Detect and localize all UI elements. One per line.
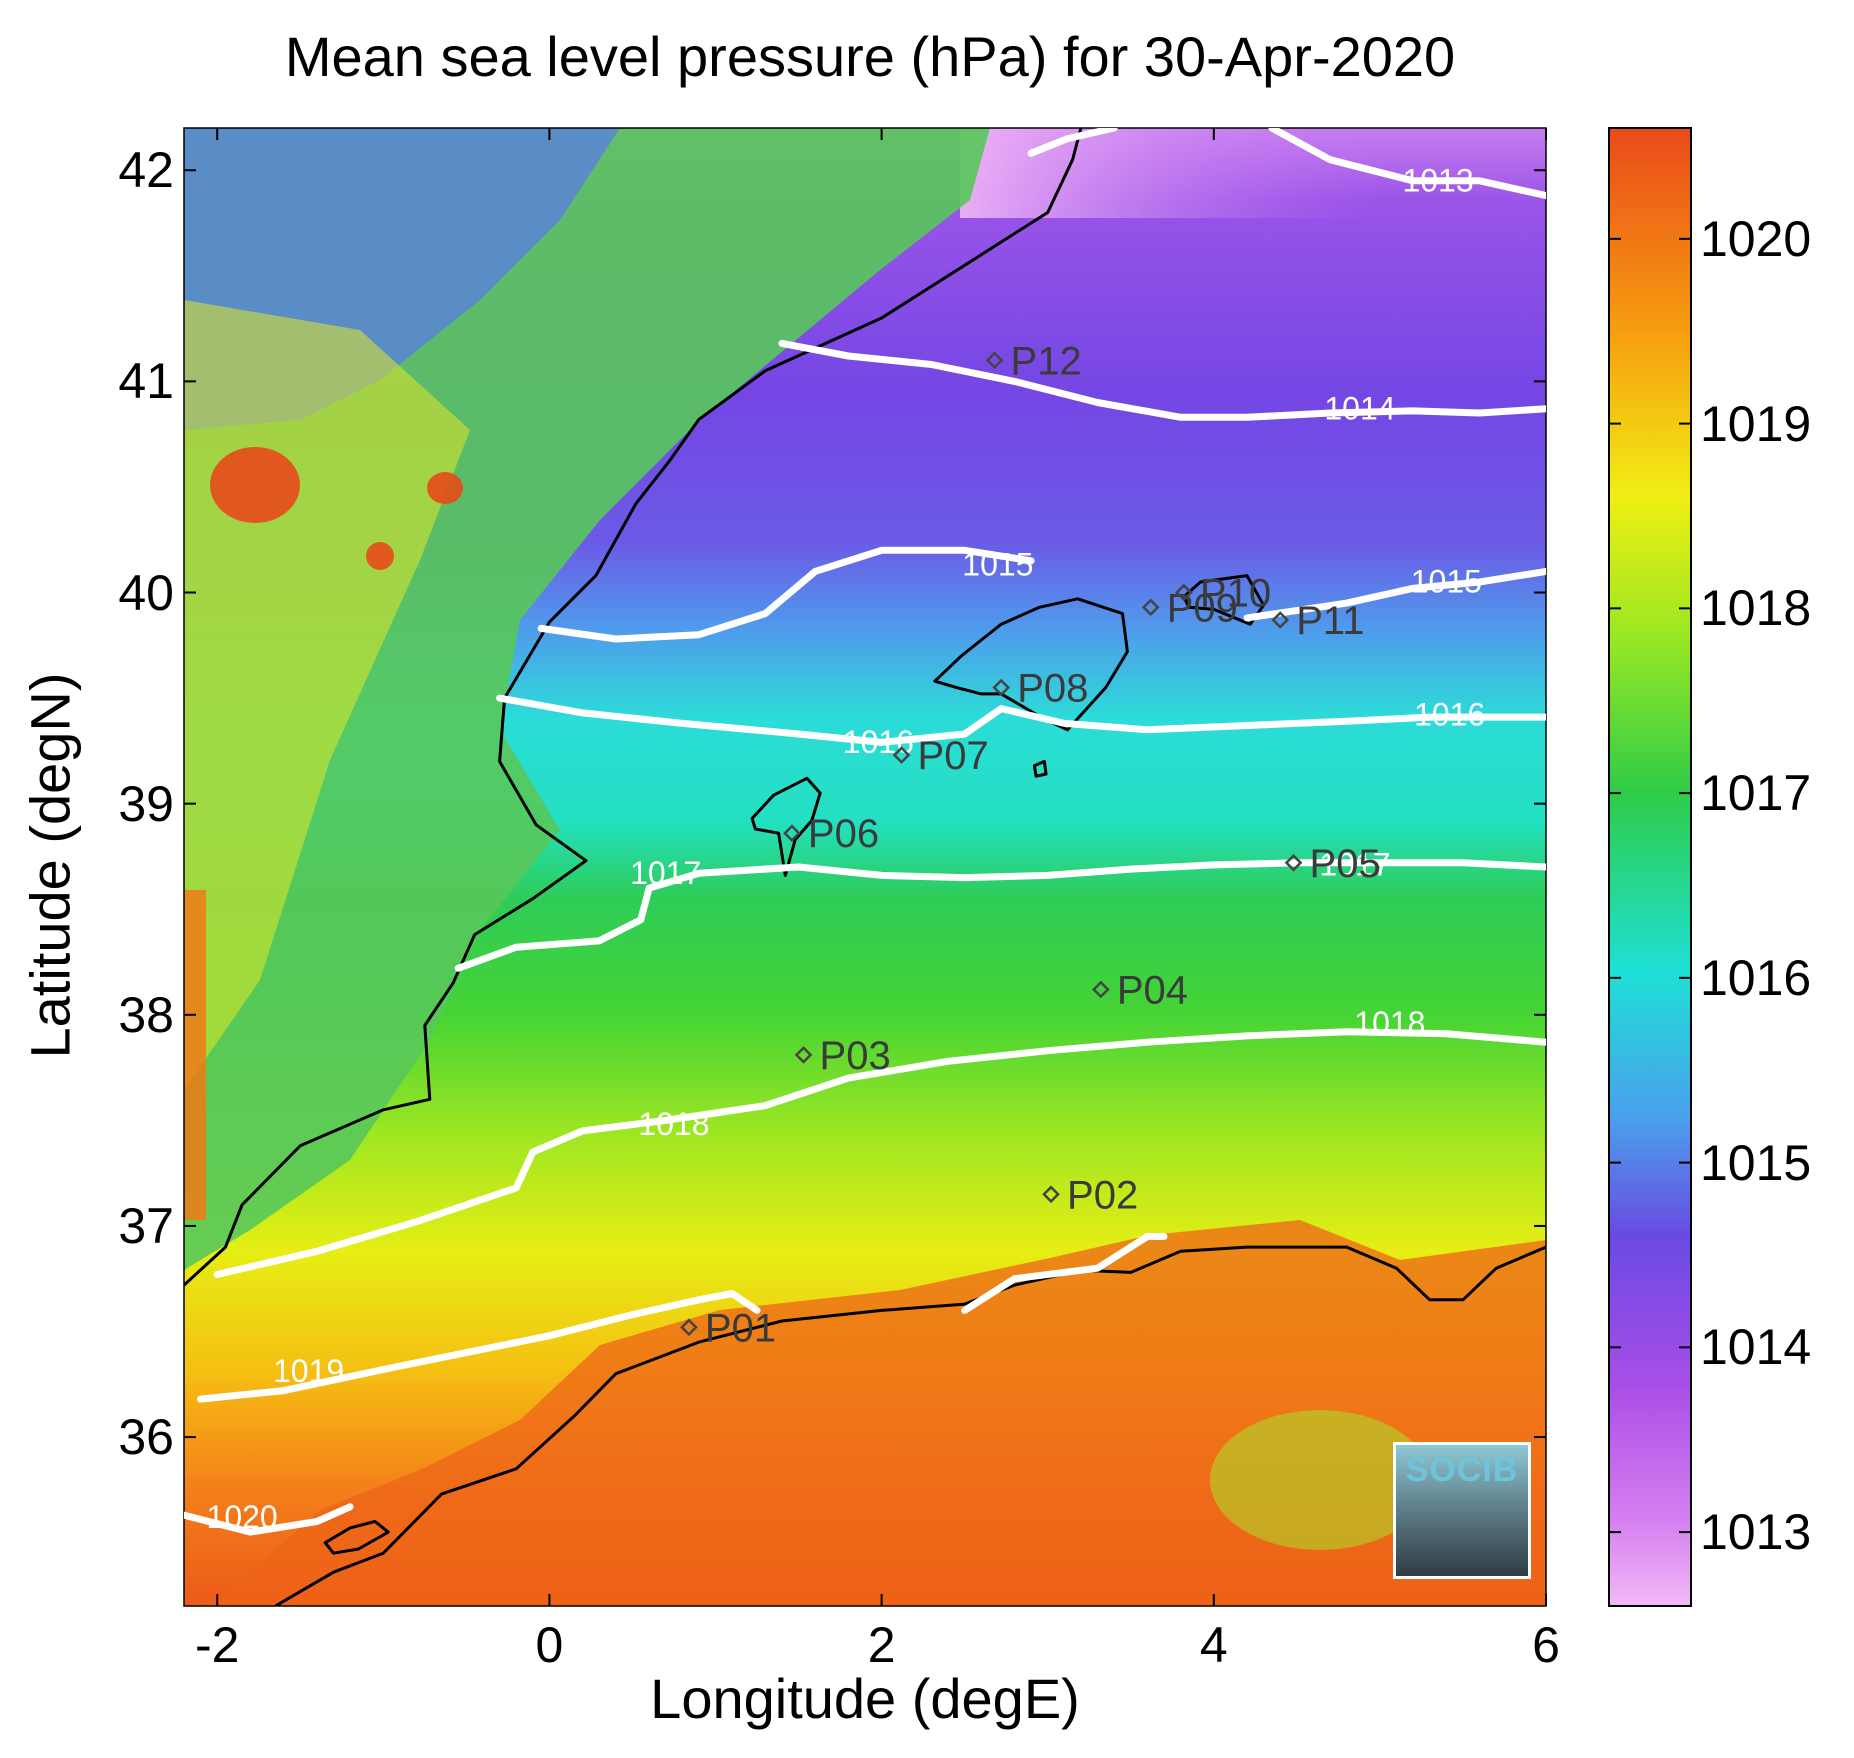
station-marker (680, 1318, 698, 1337)
isobar-1013 (1027, 128, 1118, 157)
y-tick-label: 41 (118, 353, 174, 410)
colorbar-tick-label: 1018 (1700, 580, 1812, 637)
station-label: P06 (808, 812, 879, 856)
isobar-label: 1016 (1414, 697, 1485, 733)
isobar-label: 1016 (843, 724, 914, 760)
isobar-label: 1018 (638, 1106, 709, 1142)
isobar-label: 1015 (962, 547, 1033, 583)
colorbar-tick-label: 1015 (1700, 1134, 1812, 1191)
colorbar-tick-label: 1016 (1700, 949, 1812, 1006)
station-marker (794, 1046, 813, 1064)
colorbar (1608, 127, 1692, 1607)
isobar-1016 (496, 694, 1546, 746)
coastline-mallorca (933, 597, 1129, 732)
y-tick-label: 39 (118, 775, 174, 832)
y-tick-label: 40 (118, 564, 174, 621)
coastline-alboran (323, 1520, 390, 1555)
isobar-1018 (213, 1028, 1546, 1278)
colorbar-tick-label: 1017 (1700, 765, 1812, 822)
y-tick-label: 37 (118, 1197, 174, 1254)
colorbar-tick-label: 1014 (1700, 1319, 1812, 1376)
station-marker (783, 824, 801, 843)
station-marker (1271, 611, 1290, 629)
x-tick-label: 4 (1199, 1617, 1228, 1673)
station-label: P03 (820, 1034, 891, 1078)
station-label: P01 (705, 1306, 776, 1350)
isobar-1019 (197, 1290, 761, 1403)
isobar-label: 1019 (273, 1353, 344, 1389)
y-tick-label: 42 (118, 142, 174, 199)
logo-text: SOCIB (1405, 1451, 1519, 1489)
station-marker (1175, 583, 1193, 602)
station-label: P10 (1200, 572, 1271, 616)
x-tick-label: 2 (867, 1617, 896, 1673)
station-marker (1284, 853, 1303, 872)
isobar-label: 1014 (1324, 390, 1395, 426)
station-label: P08 (1017, 667, 1088, 711)
pressure-field (184, 128, 1546, 1606)
isobar-1013 (1268, 128, 1546, 200)
x-tick-label: -2 (194, 1617, 240, 1673)
chart-title: Mean sea level pressure (hPa) for 30-Apr… (284, 25, 1456, 88)
isobar-1019 (961, 1233, 1168, 1314)
isobar-labels: 1013 1014 1015 1015 1016 1016 1017 1017 1018 1018… (207, 162, 1486, 1535)
station-label: P12 (1011, 339, 1082, 383)
station-marker (1042, 1185, 1060, 1204)
isobar-label: 1017 (1319, 846, 1390, 882)
y-tick-label: 38 (118, 986, 174, 1043)
colorbar-tick-label: 1019 (1700, 395, 1812, 452)
colorbar-tick-label: 1013 (1700, 1504, 1812, 1561)
station-marker (892, 746, 911, 764)
station-label: P07 (918, 734, 989, 778)
station-marker (1141, 598, 1160, 617)
isobar-1014 (778, 339, 1546, 421)
isobar-label: 1017 (630, 855, 701, 891)
x-tick-label: 6 (1532, 1617, 1560, 1673)
axis-ticks (184, 128, 1547, 1606)
colorbar-tick-label: 1020 (1700, 210, 1812, 267)
station-marker (985, 351, 1004, 370)
station-marker (992, 678, 1011, 697)
x-tick-label: 0 (535, 1617, 564, 1673)
x-axis-label: Longitude (degE) (650, 1667, 1080, 1730)
isobar-1015 (537, 546, 1035, 643)
isobar-1017 (454, 859, 1546, 972)
coastline-iberia (184, 128, 1083, 1287)
station-marker (1092, 980, 1110, 999)
station-label: P05 (1310, 842, 1381, 886)
station-label: P11 (1296, 599, 1364, 643)
y-tick-label: 36 (118, 1409, 174, 1466)
y-axis-label: Latitude (degN) (18, 671, 82, 1059)
station-label: P04 (1117, 968, 1188, 1012)
colorbar-ticks (1609, 237, 1691, 1534)
isobar-label: 1013 (1402, 162, 1473, 198)
station-label: P02 (1067, 1173, 1138, 1217)
isobar-label: 1015 (1411, 564, 1482, 600)
socib-logo: SOCIB (1393, 1442, 1531, 1579)
isobar-1020 (184, 1503, 354, 1536)
isobar-label: 1018 (1354, 1005, 1425, 1041)
coastline-cabrera (1032, 759, 1048, 778)
isobar-label: 1020 (207, 1499, 278, 1535)
isobar-1015 (1243, 567, 1546, 622)
coastline-ibiza (750, 776, 822, 877)
isobar-layer (184, 128, 1546, 1536)
